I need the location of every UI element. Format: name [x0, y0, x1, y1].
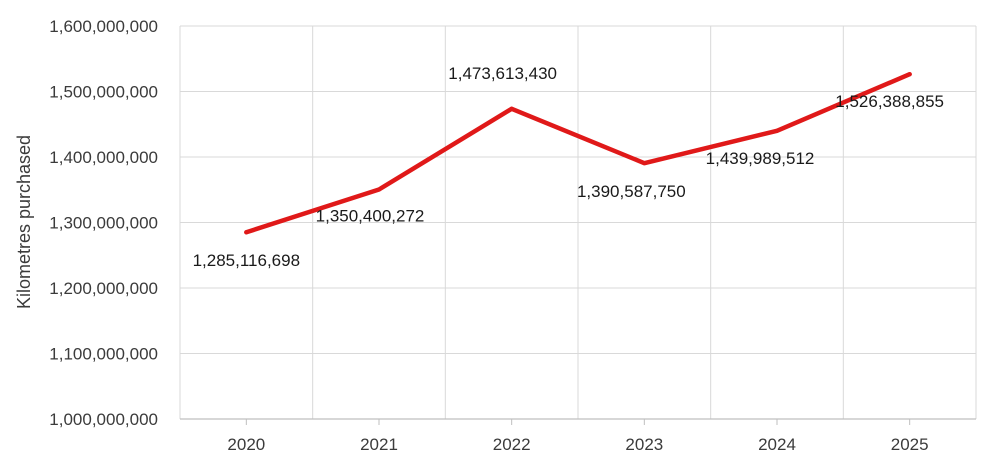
data-point [642, 161, 647, 166]
data-point [775, 128, 779, 133]
grid-layer [179, 25, 977, 419]
data-label: 1,473,613,430 [448, 64, 557, 83]
y-tick-labels: 1,000,000,000 1,100,000,000 1,200,000,000 1… [49, 17, 158, 429]
y-tick-label: 1,500,000,000 [49, 83, 158, 102]
data-point [907, 72, 912, 77]
data-label: 1,350,400,272 [316, 206, 425, 225]
data-label: 1,526,388,855 [835, 92, 944, 111]
y-axis-title: Kilometres purchased [14, 135, 34, 309]
y-tick-label: 1,300,000,000 [49, 214, 158, 233]
x-tick-label: 2025 [891, 435, 929, 454]
x-tick-label: 2021 [360, 435, 398, 454]
x-tick-label: 2024 [758, 435, 796, 454]
axis-layer [180, 418, 976, 425]
data-label: 1,439,989,512 [706, 149, 815, 168]
y-tick-label: 1,400,000,000 [49, 148, 158, 167]
data-label: 1,390,587,750 [577, 182, 686, 201]
x-tick-label: 2023 [625, 435, 663, 454]
data-point [509, 106, 514, 111]
data-point [377, 187, 381, 192]
y-tick-label: 1,000,000,000 [49, 410, 158, 429]
x-tick-label: 2022 [493, 435, 531, 454]
y-tick-label: 1,200,000,000 [49, 279, 158, 298]
y-tick-label: 1,100,000,000 [49, 345, 158, 364]
series-layer [244, 71, 912, 235]
data-point [244, 230, 249, 235]
y-tick-label: 1,600,000,000 [49, 17, 158, 36]
x-tick-labels: 2020 2021 2022 2023 2024 2025 [227, 435, 928, 454]
data-labels: 1,285,116,698 1,350,400,272 1,473,613,430 1… [193, 64, 944, 270]
x-tick-label: 2020 [227, 435, 265, 454]
series-line [244, 71, 912, 235]
data-label: 1,285,116,698 [193, 251, 300, 270]
